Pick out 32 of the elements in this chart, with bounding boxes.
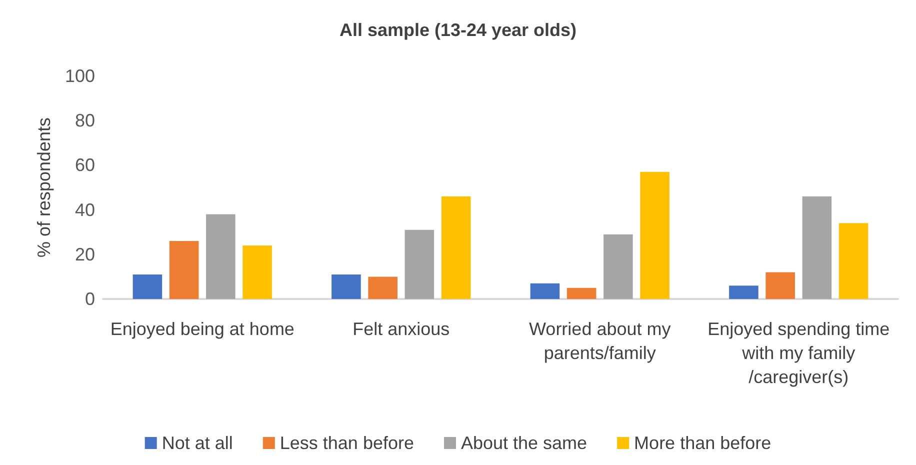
bar [441, 196, 471, 299]
bar [566, 288, 596, 299]
y-tick-label: 60 [74, 155, 95, 176]
x-tick-label: Felt anxious [352, 319, 450, 339]
bar [132, 274, 162, 299]
x-tick-label: Enjoyed being at home [110, 319, 294, 339]
bar [838, 223, 868, 299]
bar [766, 272, 795, 299]
x-tick-label: Worried about my parents/family [529, 319, 671, 363]
bar [640, 172, 670, 299]
legend-label: Less than before [280, 433, 414, 453]
y-tick-label: 0 [84, 289, 95, 309]
y-tick-label: 100 [64, 66, 95, 86]
bar [604, 234, 633, 299]
chart-title: All sample (13-24 year olds) [339, 20, 577, 40]
y-tick-label: 80 [74, 110, 95, 131]
bar [242, 245, 272, 299]
bar [332, 274, 361, 299]
bar [368, 276, 398, 299]
y-axis-title: % of respondents [34, 117, 54, 258]
bar [530, 283, 560, 299]
bar [206, 214, 236, 299]
bar [404, 230, 434, 299]
bar [169, 241, 199, 299]
x-tick-label: Enjoyed spending time with my family /caregiver(s) [708, 319, 890, 387]
legend-label: About the same [460, 433, 588, 453]
legend-label: Not at all [162, 433, 233, 453]
y-tick-label: 20 [74, 244, 95, 264]
bar [729, 286, 758, 299]
legend-label: More than before [634, 433, 772, 453]
y-tick-label: 40 [74, 200, 95, 220]
bar [802, 196, 832, 299]
